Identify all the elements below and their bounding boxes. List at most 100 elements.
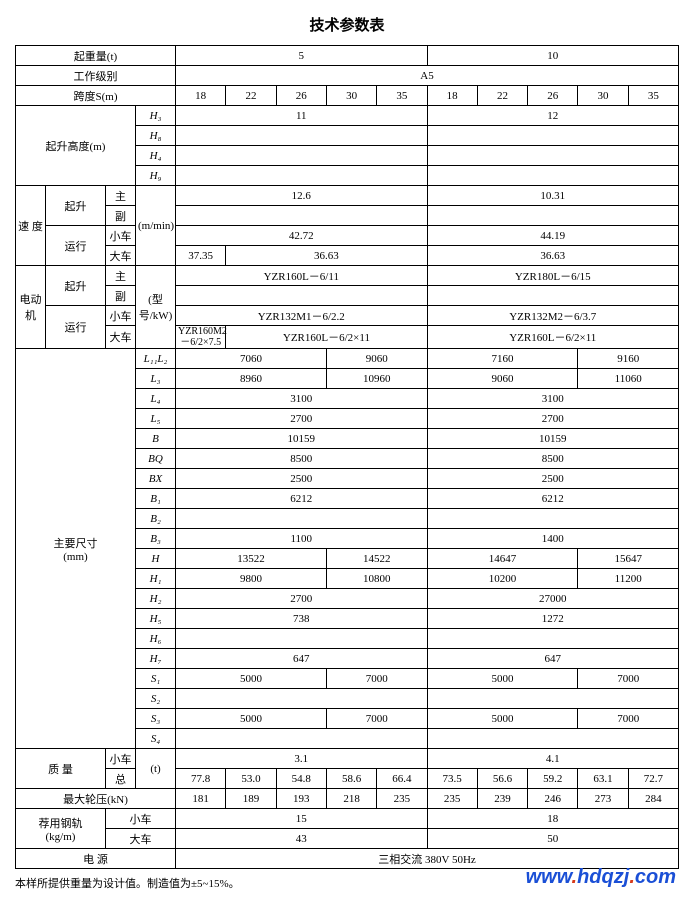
speed-unit: (m/min) (136, 186, 176, 266)
dims-label-text: 主要尺寸 (54, 538, 98, 550)
cell: 10960 (326, 369, 427, 389)
motor-unit: (型号/kW) (136, 266, 176, 349)
cell: 181 (176, 789, 226, 809)
cell: 54.8 (276, 769, 326, 789)
cell: 9160 (578, 349, 679, 369)
sym: H₈ (136, 126, 176, 146)
cell: 12.6 (176, 186, 427, 206)
cell: YZR160M2－6/2×7.5 (176, 326, 226, 349)
cell: 2700 (427, 409, 678, 429)
cell: 58.6 (326, 769, 376, 789)
cell: 42.72 (176, 226, 427, 246)
mass-total-label: 总 (106, 769, 136, 789)
cell: 5000 (427, 709, 578, 729)
span-val: 26 (276, 86, 326, 106)
cell: 11 (176, 106, 427, 126)
cell: 7000 (326, 669, 427, 689)
cell (176, 509, 427, 529)
sym: L₄ (136, 389, 176, 409)
cell (176, 166, 427, 186)
cell: 10159 (427, 429, 678, 449)
rail-label-text: 荐用钢轨 (39, 818, 83, 830)
speed-aux-label: 副 (106, 206, 136, 226)
cell: YZR160L－6/11 (176, 266, 427, 286)
speed-crane-label: 大车 (106, 246, 136, 266)
cell: 43 (176, 829, 427, 849)
sym: L₃ (136, 369, 176, 389)
sym: H (136, 549, 176, 569)
cell (176, 629, 427, 649)
cell (427, 126, 678, 146)
sym: BQ (136, 449, 176, 469)
row-lifting-cap-label: 起重量(t) (16, 46, 176, 66)
sym: H₁ (136, 569, 176, 589)
sym: BX (136, 469, 176, 489)
motor-main-label: 主 (106, 266, 136, 286)
cell: 8500 (427, 449, 678, 469)
speed-main-label: 主 (106, 186, 136, 206)
sym: L₁₁L₂ (136, 349, 176, 369)
cell: 3100 (427, 389, 678, 409)
cell: 15 (176, 809, 427, 829)
sym: H₂ (136, 589, 176, 609)
motor-aux-label: 副 (106, 286, 136, 306)
cell: YZR132M1－6/2.2 (176, 306, 427, 326)
cell (176, 146, 427, 166)
speed-trolley-label: 小车 (106, 226, 136, 246)
row-rail-label: 荐用钢轨 (kg/m) (16, 809, 106, 849)
page-title: 技术参数表 (15, 14, 679, 35)
cell: 2500 (176, 469, 427, 489)
cell: 2700 (176, 589, 427, 609)
cell: 66.4 (377, 769, 427, 789)
sym: L₅ (136, 409, 176, 429)
cell: 10.31 (427, 186, 678, 206)
cell: 14522 (326, 549, 427, 569)
cell: 3.1 (176, 749, 427, 769)
cell: 9800 (176, 569, 327, 589)
cell: 11200 (578, 569, 679, 589)
cell (427, 286, 678, 306)
sym: H₇ (136, 649, 176, 669)
span-val: 26 (528, 86, 578, 106)
cell: 7000 (578, 669, 679, 689)
cell (427, 206, 678, 226)
sym: B (136, 429, 176, 449)
cell: 72.7 (628, 769, 678, 789)
wm-c: hdqzj (577, 866, 629, 888)
row-motor-label: 电动机 (16, 266, 46, 349)
cell: 36.63 (427, 246, 678, 266)
cell: 284 (628, 789, 678, 809)
span-val: 18 (427, 86, 477, 106)
duty-val: A5 (176, 66, 679, 86)
cell: 77.8 (176, 769, 226, 789)
mass-unit: (t) (136, 749, 176, 789)
cell: 27000 (427, 589, 678, 609)
span-val: 35 (377, 86, 427, 106)
cell (176, 689, 427, 709)
row-duty-label: 工作级别 (16, 66, 176, 86)
cell: 5000 (427, 669, 578, 689)
cell: YZR160L－6/2×11 (226, 326, 427, 349)
span-val: 30 (578, 86, 628, 106)
speed-lift-label: 起升 (46, 186, 106, 226)
sym: B₃ (136, 529, 176, 549)
sym: H₅ (136, 609, 176, 629)
motor-crane-label: 大车 (106, 326, 136, 349)
cell: 189 (226, 789, 276, 809)
cell: 10800 (326, 569, 427, 589)
cell (427, 146, 678, 166)
cell (427, 629, 678, 649)
motor-lift-label: 起升 (46, 266, 106, 306)
cell: 6212 (176, 489, 427, 509)
cell: 11060 (578, 369, 679, 389)
cell: 3100 (176, 389, 427, 409)
dims-unit-text: (mm) (63, 551, 87, 563)
cell (427, 509, 678, 529)
cell: 53.0 (226, 769, 276, 789)
cell: YZR132M2－6/3.7 (427, 306, 678, 326)
cell (427, 729, 678, 749)
span-val: 35 (628, 86, 678, 106)
cell: 2700 (176, 409, 427, 429)
row-lift-height-label: 起升高度(m) (16, 106, 136, 186)
cell: 13522 (176, 549, 327, 569)
